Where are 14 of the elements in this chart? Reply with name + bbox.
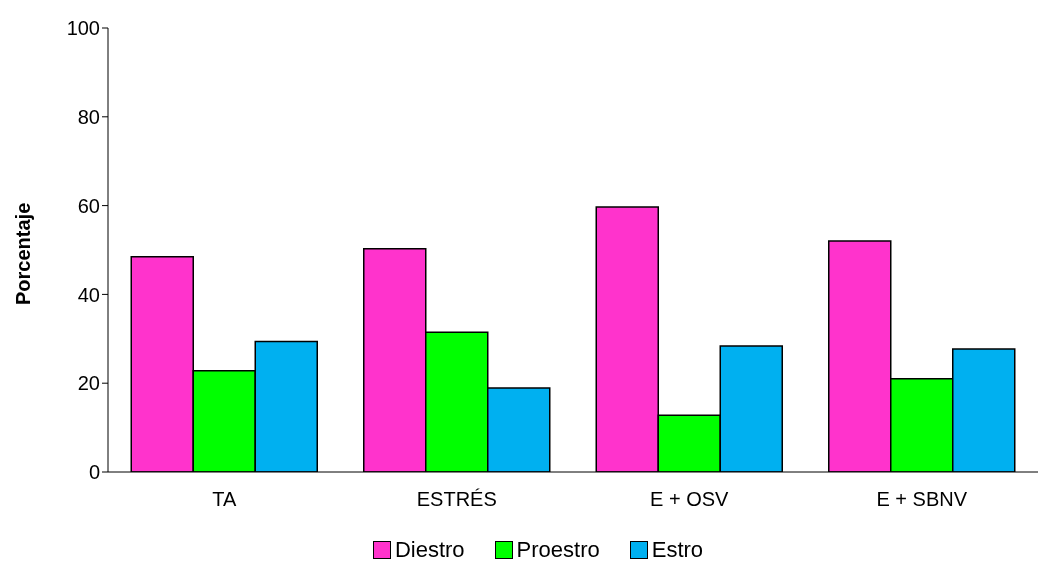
y-tick-label: 100 <box>66 17 100 40</box>
x-tick-label: TA <box>212 488 237 511</box>
x-tick-label: ESTRÉS <box>416 488 497 511</box>
y-tick-label: 0 <box>88 461 100 484</box>
y-tick-label: 40 <box>77 283 100 306</box>
y-tick-label: 80 <box>77 105 100 128</box>
x-tick-label: E + OSV <box>650 488 730 511</box>
y-tick-label: 60 <box>77 194 100 217</box>
legend-label: Estro <box>650 537 704 563</box>
legend-label: Diestro <box>393 537 465 563</box>
y-tick-label: 20 <box>77 372 100 395</box>
legend-label: Proestro <box>515 537 600 563</box>
y-axis-title: Porcentaje <box>12 202 35 305</box>
x-tick-label: E + SBNV <box>876 488 968 511</box>
